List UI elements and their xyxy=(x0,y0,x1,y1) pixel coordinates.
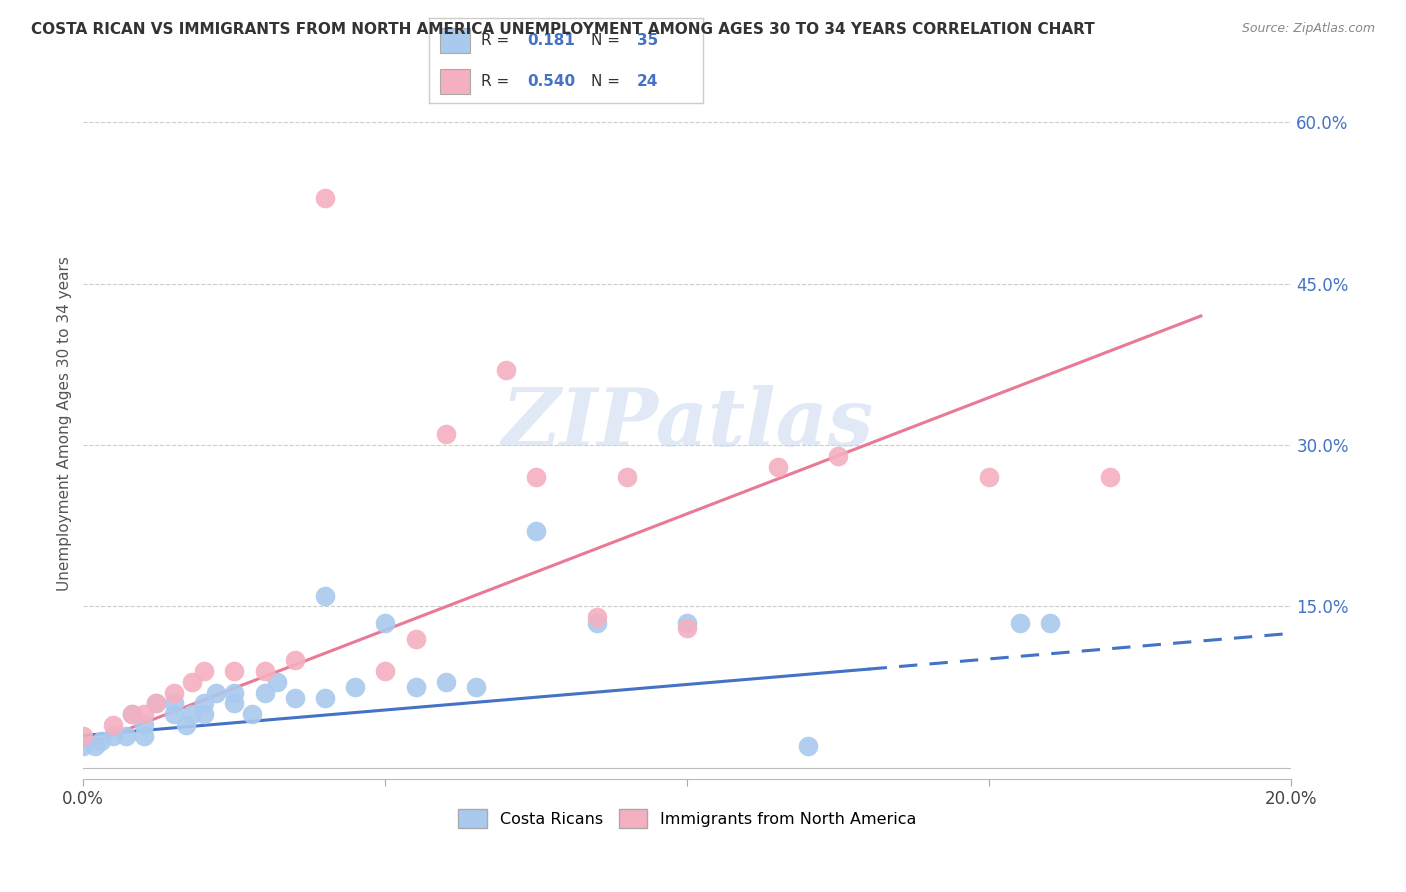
Point xyxy=(103,729,125,743)
Point xyxy=(374,664,396,678)
Point xyxy=(524,524,547,538)
Point xyxy=(132,729,155,743)
Point xyxy=(163,696,186,710)
Y-axis label: Unemployment Among Ages 30 to 34 years: Unemployment Among Ages 30 to 34 years xyxy=(58,256,72,591)
Point xyxy=(163,706,186,721)
Point xyxy=(193,696,215,710)
Point xyxy=(72,729,94,743)
Point xyxy=(284,653,307,667)
Point xyxy=(314,589,336,603)
Point xyxy=(145,696,167,710)
Point xyxy=(1008,615,1031,630)
Text: 24: 24 xyxy=(637,74,658,89)
Point xyxy=(132,706,155,721)
Point xyxy=(174,718,197,732)
Point xyxy=(524,470,547,484)
Point xyxy=(253,685,276,699)
Point xyxy=(181,674,204,689)
Point xyxy=(434,427,457,442)
Point xyxy=(253,664,276,678)
Point xyxy=(314,690,336,705)
Point xyxy=(132,718,155,732)
Point xyxy=(205,685,228,699)
Point xyxy=(797,739,820,754)
Point xyxy=(114,729,136,743)
Point xyxy=(145,696,167,710)
Point xyxy=(224,696,246,710)
Point xyxy=(979,470,1001,484)
Point xyxy=(616,470,638,484)
FancyBboxPatch shape xyxy=(440,69,470,95)
Text: 0.181: 0.181 xyxy=(527,33,575,48)
Point xyxy=(676,621,699,635)
Point xyxy=(1039,615,1062,630)
Point xyxy=(827,449,849,463)
Point xyxy=(193,664,215,678)
Point xyxy=(193,706,215,721)
Point xyxy=(224,685,246,699)
Text: 0.540: 0.540 xyxy=(527,74,575,89)
Point xyxy=(72,739,94,754)
Text: N =: N = xyxy=(591,74,624,89)
Point xyxy=(284,690,307,705)
Point xyxy=(103,718,125,732)
Point xyxy=(1099,470,1122,484)
Point xyxy=(344,680,367,694)
Point xyxy=(585,610,607,624)
Text: ZIPatlas: ZIPatlas xyxy=(502,384,873,462)
Point xyxy=(585,615,607,630)
Point xyxy=(121,706,143,721)
Text: R =: R = xyxy=(481,33,515,48)
Text: R =: R = xyxy=(481,74,515,89)
Point xyxy=(314,191,336,205)
Text: 35: 35 xyxy=(637,33,658,48)
Point xyxy=(90,734,112,748)
Point xyxy=(374,615,396,630)
Text: N =: N = xyxy=(591,33,624,48)
Point xyxy=(181,706,204,721)
Text: COSTA RICAN VS IMMIGRANTS FROM NORTH AMERICA UNEMPLOYMENT AMONG AGES 30 TO 34 YE: COSTA RICAN VS IMMIGRANTS FROM NORTH AME… xyxy=(31,22,1095,37)
Point xyxy=(224,664,246,678)
Point xyxy=(121,706,143,721)
Point xyxy=(405,680,427,694)
Legend: Costa Ricans, Immigrants from North America: Costa Ricans, Immigrants from North Amer… xyxy=(451,802,922,835)
Point xyxy=(434,674,457,689)
Point xyxy=(495,363,517,377)
Point xyxy=(242,706,264,721)
Point xyxy=(266,674,288,689)
Point xyxy=(465,680,488,694)
Point xyxy=(405,632,427,646)
Point xyxy=(163,685,186,699)
Text: Source: ZipAtlas.com: Source: ZipAtlas.com xyxy=(1241,22,1375,36)
Point xyxy=(766,459,789,474)
Point xyxy=(676,615,699,630)
Point xyxy=(84,739,107,754)
FancyBboxPatch shape xyxy=(440,28,470,54)
